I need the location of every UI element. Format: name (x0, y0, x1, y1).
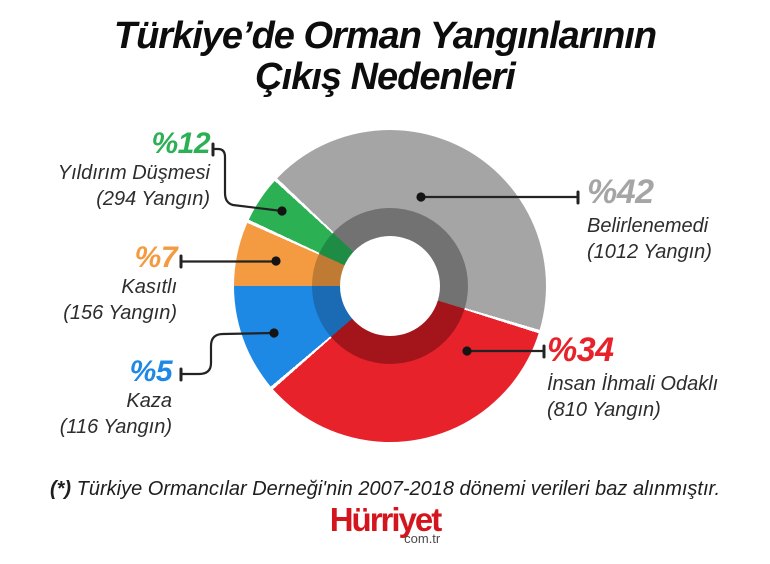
name-insan-ihmali: İnsan İhmali Odaklı (547, 373, 719, 395)
hurriyet-logo-domain: com.tr (404, 531, 441, 546)
title-line-1: Türkiye’de Orman Yangınlarının (113, 15, 657, 57)
percent-kaza: %5 (129, 355, 173, 388)
hurriyet-logo-inner: Hürriyet com.tr (329, 501, 443, 546)
percent-belirlenemedi: %42 (587, 173, 654, 211)
count-insan-ihmali: (810 Yangın) (547, 399, 661, 421)
hurriyet-logo-text: Hürriyet (329, 501, 443, 538)
footnote-asterisk: (*) (49, 478, 72, 500)
donut-chart (234, 130, 546, 442)
label-group-belirlenemedi: %42 Belirlenemedi (1012 Yangın) (587, 174, 712, 265)
label-group-insan-ihmali: %34 İnsan İhmali Odaklı (810 Yangın) (547, 332, 718, 423)
count-belirlenemedi: (1012 Yangın) (587, 241, 712, 263)
hurriyet-logo: Hürriyet com.tr (0, 503, 770, 548)
label-group-yildirim-dusmesi: %12 Yıldırım Düşmesi (294 Yangın) (57, 127, 211, 212)
name-kaza: Kaza (126, 390, 172, 412)
percent-kasitli: %7 (134, 241, 178, 274)
page-title: Türkiye’de Orman Yangınlarının Çıkış Ned… (0, 16, 770, 98)
name-yildirim-dusmesi: Yıldırım Düşmesi (57, 162, 210, 184)
count-kasitli: (156 Yangın) (63, 302, 177, 324)
count-kaza: (116 Yangın) (59, 416, 172, 438)
footnote-text: Türkiye Ormancılar Derneği'nin 2007-2018… (76, 478, 721, 500)
percent-insan-ihmali: %34 (547, 331, 614, 369)
label-group-kaza: %5 Kaza (116 Yangın) (59, 355, 173, 440)
percent-yildirim-dusmesi: %12 (151, 127, 210, 160)
donut-center-hole (340, 236, 440, 336)
title-line-2: Çıkış Nedenleri (255, 56, 516, 98)
footnote: (*) Türkiye Ormancılar Derneği'nin 2007-… (0, 478, 770, 501)
name-belirlenemedi: Belirlenemedi (587, 215, 709, 237)
name-kasitli: Kasıtlı (121, 276, 177, 298)
count-yildirim-dusmesi: (294 Yangın) (96, 188, 210, 210)
label-group-kasitli: %7 Kasıtlı (156 Yangın) (63, 242, 177, 326)
